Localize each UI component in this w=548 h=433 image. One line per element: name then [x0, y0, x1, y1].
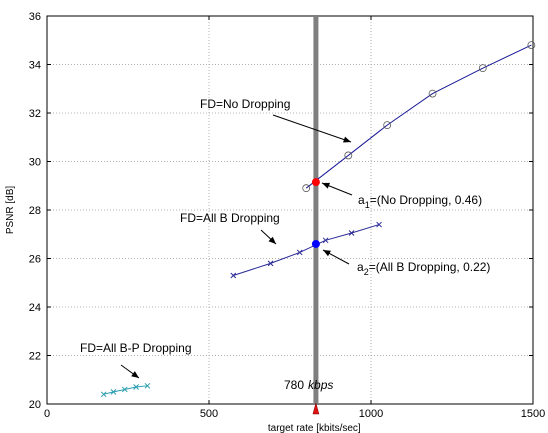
- data-point: [144, 382, 151, 389]
- operating-points: [311, 178, 320, 248]
- arrow-a1-head: [322, 182, 330, 189]
- annotation-all-b-dropping: FD=All B Dropping: [180, 211, 280, 225]
- data-point: [376, 221, 382, 228]
- y-tick-label: 32: [29, 108, 41, 120]
- data-point: [322, 237, 329, 244]
- y-tick-label: 30: [29, 157, 41, 169]
- y-tick-label: 24: [29, 302, 41, 314]
- data-point: [527, 41, 536, 49]
- point-label-a2-sub: 2: [364, 267, 369, 277]
- point-label-a2-post: =(All B Dropping, 0.22): [369, 260, 491, 274]
- data-point: [230, 272, 237, 279]
- data-point: [478, 64, 487, 73]
- arrow-a2-head: [323, 250, 331, 257]
- data-point: [121, 386, 128, 393]
- x-tick-label: 0: [44, 408, 50, 420]
- arrow-all-bp-head: [131, 371, 139, 378]
- annotation-no-dropping: FD=No Dropping: [200, 97, 290, 111]
- operating-point-a1: [311, 178, 320, 187]
- operating-point-a2: [311, 239, 320, 248]
- annotation-arrows: [120, 114, 353, 379]
- y-tick-label: 28: [29, 205, 41, 217]
- data-point: [296, 249, 303, 256]
- data-point: [428, 89, 437, 98]
- point-label-a1-pre: a: [358, 193, 365, 207]
- series-line-1: [233, 224, 380, 276]
- y-tick-label: 36: [29, 11, 41, 23]
- data-point: [267, 260, 274, 267]
- point-label-a1: a1=(No Dropping, 0.46): [358, 193, 482, 210]
- rate-marker-triangle: [312, 402, 320, 415]
- y-tick-label: 20: [29, 399, 41, 411]
- point-label-a1-post: =(No Dropping, 0.46): [370, 193, 482, 207]
- point-label-a2-pre: a: [357, 260, 364, 274]
- annotation-all-bp-dropping: FD=All B-P Dropping: [80, 341, 192, 355]
- rate-marker-label: 780 kbps: [284, 378, 333, 392]
- y-tick-label: 22: [29, 351, 41, 363]
- data-point: [383, 121, 392, 130]
- x-tick-label: 1500: [521, 408, 545, 420]
- arrow-no-dropping-head: [343, 136, 351, 143]
- arrow-no-dropping-shaft: [272, 114, 352, 143]
- data-point: [348, 230, 355, 236]
- x-tick-label: 1000: [359, 408, 383, 420]
- rate-marker-unit: kbps: [308, 378, 333, 392]
- x-tick-label: 500: [200, 408, 218, 420]
- x-axis-label: target rate [kbits/sec]: [268, 423, 361, 433]
- series-group: [100, 41, 536, 398]
- data-point: [133, 384, 139, 390]
- arrow-all-b-head: [268, 236, 276, 244]
- data-point: [302, 184, 311, 193]
- y-tick-label: 34: [29, 60, 41, 72]
- y-axis-label: PSNR [dB]: [5, 186, 16, 235]
- grid: [47, 16, 533, 404]
- series-line-0: [305, 44, 532, 189]
- data-point: [344, 151, 353, 160]
- data-point: [100, 391, 107, 398]
- rate-marker-value: 780: [284, 378, 304, 392]
- data-point: [110, 389, 117, 395]
- axis-ticks: 0 500 1000 1500 20 22 24 26 28 30 32 34 36: [29, 11, 545, 420]
- point-label-a2: a2=(All B Dropping, 0.22): [357, 260, 490, 277]
- point-label-a1-sub: 1: [365, 200, 370, 210]
- y-tick-label: 26: [29, 254, 41, 266]
